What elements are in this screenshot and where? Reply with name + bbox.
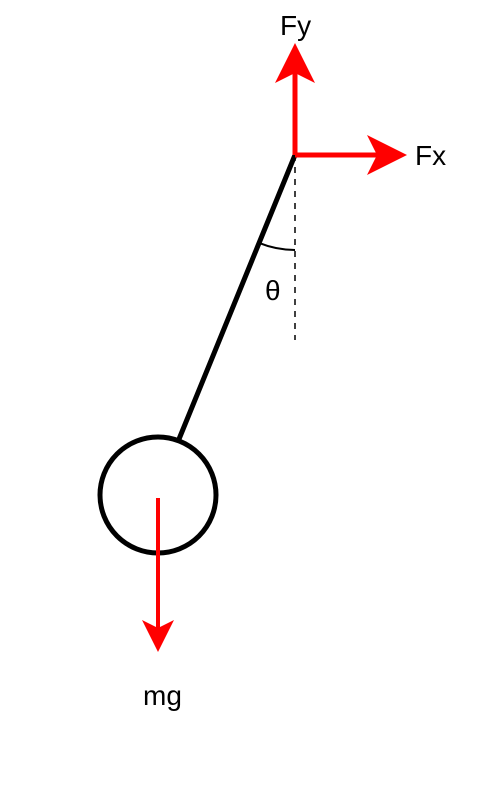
force-fx-label: Fx [415,140,446,172]
force-fy-label: Fy [280,10,311,42]
pendulum-diagram [0,0,500,800]
angle-theta-label: θ [265,275,281,307]
angle-arc [259,243,295,250]
force-mg-label: mg [143,680,182,712]
